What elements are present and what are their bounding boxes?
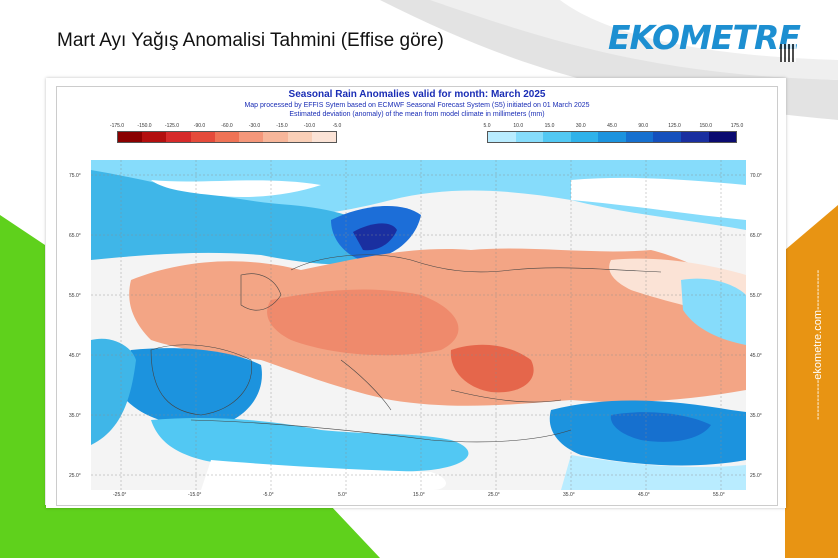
anomaly-map — [91, 160, 746, 490]
middle-east-wet-core — [610, 412, 711, 442]
latitude-label-right: 25.0° — [750, 473, 762, 479]
page-title: Mart Ayı Yağış Anomalisi Tahmini (Effise… — [57, 30, 444, 51]
legend-wet-colorbar — [487, 131, 737, 143]
latitude-label-right: 65.0° — [750, 233, 762, 239]
longitude-label: 45.0° — [638, 492, 650, 498]
east-wet-patch — [681, 278, 746, 345]
north-atlantic-wet-area — [91, 170, 391, 265]
legend-tick-label: -15.0 — [276, 123, 288, 129]
legend-tick-label: -125.0 — [164, 123, 180, 129]
legend-tick-label: 10.0 — [513, 123, 524, 129]
longitude-label: 35.0° — [563, 492, 575, 498]
longitude-label: 15.0° — [413, 492, 425, 498]
green-corner-shape — [0, 215, 380, 558]
longitude-label: 55.0° — [713, 492, 725, 498]
central-europe-dry-core — [267, 289, 459, 356]
legend-color-swatch — [625, 132, 654, 142]
longitude-label: -5.0° — [263, 492, 274, 498]
legend-tick-label: -10.0 — [303, 123, 316, 129]
map-card: Seasonal Rain Anomalies valid for month:… — [46, 78, 786, 508]
legend-color-swatch — [214, 132, 240, 142]
orange-corner-shape — [785, 205, 838, 558]
legend-tick-label: 175.0 — [730, 123, 744, 129]
arctic-wet-area — [91, 160, 746, 230]
legend-color-swatch — [311, 132, 336, 142]
latitude-label-left: 35.0° — [69, 413, 81, 419]
legend-tick-label: 125.0 — [668, 123, 681, 129]
latitude-label-left: 45.0° — [69, 353, 81, 359]
north-africa-wet-area — [151, 418, 469, 473]
longitude-label: -25.0° — [113, 492, 127, 498]
balkan-dry-core — [450, 344, 534, 393]
latitude-label-left: 75.0° — [69, 173, 81, 179]
qr-code-icon — [780, 44, 796, 62]
map-subtitle-processing: Map processed by EFFIS Sytem based on EC… — [244, 102, 590, 109]
latitude-label-right: 35.0° — [750, 413, 762, 419]
legend-dry: -175.0 -150.0 -125.0 -90.0 -60.0 -30.0 -15.0 -1… — [110, 123, 341, 145]
legend-color-swatch — [263, 132, 288, 142]
legend-tick-label: -60.0 — [221, 123, 233, 129]
legend-color-swatch — [190, 132, 215, 142]
legend-color-swatch — [118, 132, 143, 142]
legend-dry-colorbar — [117, 131, 337, 143]
legend-color-swatch — [488, 132, 516, 142]
longitude-label: 5.0° — [338, 492, 347, 498]
latitude-label-right: 70.0° — [750, 173, 762, 179]
legend-wet-ticks: 5.0 10.0 15.0 30.0 45.0 90.0 125.0 150.0 175.0 — [483, 123, 744, 131]
legend-color-swatch — [515, 132, 544, 142]
map-subtitle-units: Estimated deviation (anomaly) of the mea… — [289, 111, 545, 118]
map-frame: Seasonal Rain Anomalies valid for month:… — [56, 86, 778, 506]
legend-tick-label: 150.0 — [699, 123, 713, 129]
atlantic-wet-area-south — [91, 338, 136, 445]
legend-color-swatch — [239, 132, 264, 142]
legend-tick-label: 15.0 — [544, 123, 555, 129]
legend-color-swatch — [543, 132, 571, 142]
neutral-area-north — [151, 180, 321, 197]
legend-color-swatch — [653, 132, 681, 142]
longitude-label: -15.0° — [188, 492, 202, 498]
legend-color-swatch — [598, 132, 626, 142]
side-website-text: -----------ekometre.com----------- — [812, 269, 824, 420]
norway-core-wet-area — [353, 223, 397, 251]
legend-color-swatch — [708, 132, 737, 142]
legend-wet: 5.0 10.0 15.0 30.0 45.0 90.0 125.0 150.0 175.0 — [483, 123, 744, 145]
neutral-area-northeast — [571, 177, 746, 220]
graticule — [91, 160, 746, 490]
longitude-label: 25.0° — [488, 492, 500, 498]
legend-tick-label: -30.0 — [248, 123, 261, 129]
latitude-label-left: 65.0° — [69, 233, 81, 239]
legend-color-swatch — [570, 132, 599, 142]
latitude-label-left: 25.0° — [69, 473, 81, 479]
latitude-label-right: 55.0° — [750, 293, 762, 299]
legend-color-swatch — [287, 132, 312, 142]
legend-tick-label: 5.0 — [483, 123, 491, 129]
gray-swoosh-shape-light — [430, 0, 838, 80]
legend-tick-label: 90.0 — [638, 123, 649, 129]
legend-tick-label: -175.0 — [109, 123, 125, 129]
legend-tick-label: -90.0 — [193, 123, 206, 129]
logo-text: EKOMETRE — [608, 18, 801, 57]
legend-color-swatch — [166, 132, 191, 142]
latitude-label-right: 45.0° — [750, 353, 762, 359]
legend-tick-label: 45.0 — [607, 123, 617, 129]
latitude-label-left: 55.0° — [69, 293, 81, 299]
map-title: Seasonal Rain Anomalies valid for month:… — [288, 89, 546, 100]
legend-color-swatch — [142, 132, 167, 142]
ekometre-logo[interactable]: EKOMETRE — [608, 16, 801, 72]
legend-tick-label: -5.0 — [332, 123, 342, 129]
coastlines — [150, 254, 662, 443]
arabia-light-wet — [561, 455, 746, 490]
legend-color-swatch — [680, 132, 709, 142]
legend-tick-label: 30.0 — [575, 123, 586, 129]
legend-tick-label: -150.0 — [137, 123, 152, 129]
legend-dry-ticks: -175.0 -150.0 -125.0 -90.0 -60.0 -30.0 -15.0 -1… — [110, 123, 341, 131]
